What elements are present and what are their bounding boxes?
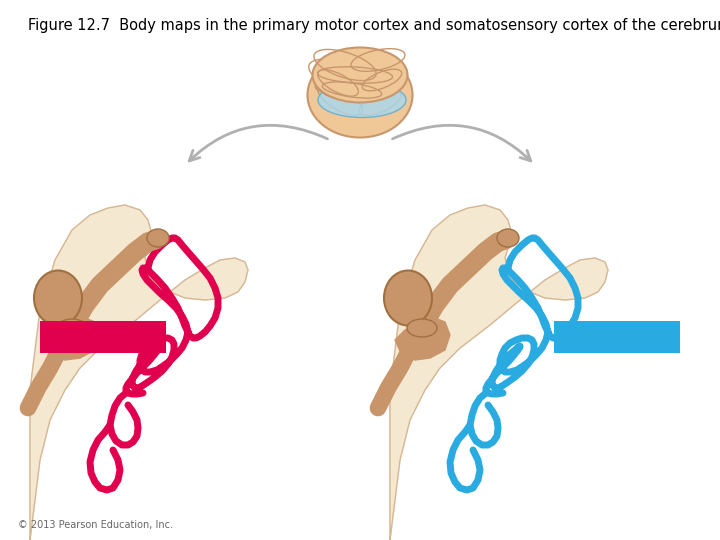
FancyArrowPatch shape xyxy=(189,125,328,161)
Ellipse shape xyxy=(322,80,392,100)
Bar xyxy=(40,321,166,353)
FancyArrowPatch shape xyxy=(392,125,531,161)
Bar xyxy=(554,321,680,353)
Ellipse shape xyxy=(57,319,87,337)
Ellipse shape xyxy=(34,271,82,326)
Ellipse shape xyxy=(497,229,519,247)
Ellipse shape xyxy=(407,319,437,337)
Polygon shape xyxy=(30,205,248,540)
Polygon shape xyxy=(45,318,100,360)
Ellipse shape xyxy=(147,229,169,247)
Ellipse shape xyxy=(318,83,406,118)
Ellipse shape xyxy=(307,52,413,138)
Polygon shape xyxy=(390,205,608,540)
Text: Figure 12.7  Body maps in the primary motor cortex and somatosensory cortex of t: Figure 12.7 Body maps in the primary mot… xyxy=(28,18,720,33)
Polygon shape xyxy=(395,318,450,360)
Ellipse shape xyxy=(312,48,408,103)
Text: © 2013 Pearson Education, Inc.: © 2013 Pearson Education, Inc. xyxy=(18,520,173,530)
Ellipse shape xyxy=(384,271,432,326)
